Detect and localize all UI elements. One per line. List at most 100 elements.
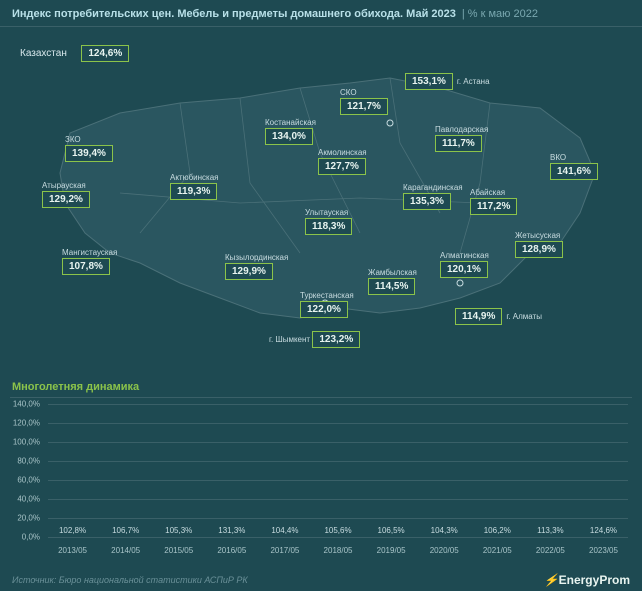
region-value: 107,8%	[62, 258, 110, 275]
city-label: г. Шымкент 123,2%	[265, 331, 360, 348]
region-value: 139,4%	[65, 145, 113, 162]
region-name: Улытауская	[305, 208, 352, 217]
x-label: 2021/05	[473, 546, 522, 555]
region-name: ЗКО	[65, 135, 113, 144]
region-value: 129,9%	[225, 263, 273, 280]
region-label: Акмолинская127,7%	[318, 148, 367, 175]
y-axis: 0,0%20,0%40,0%60,0%80,0%100,0%120,0%140,…	[10, 404, 44, 537]
region-label: Павлодарская111,7%	[435, 125, 488, 152]
bar-value-label: 106,7%	[112, 526, 139, 535]
region-label: Атырауская129,2%	[42, 181, 90, 208]
city-label: 114,9% г. Алматы	[455, 308, 542, 325]
x-label: 2013/05	[48, 546, 97, 555]
region-value: 114,5%	[368, 278, 415, 295]
city-value: 153,1%	[405, 73, 453, 90]
y-tick: 120,0%	[13, 419, 40, 428]
region-value: 135,3%	[403, 193, 451, 210]
region-name: Кызылординская	[225, 253, 288, 262]
region-name: ВКО	[550, 153, 598, 162]
city-value: 123,2%	[312, 331, 360, 348]
x-label: 2022/05	[526, 546, 575, 555]
region-value: 134,0%	[265, 128, 313, 145]
region-value: 122,0%	[300, 301, 348, 318]
region-label: Мангистауская107,8%	[62, 248, 117, 275]
region-label: Туркестанская122,0%	[300, 291, 354, 318]
bars: 102,8% 106,7% 105,3% 131,3% 104,4% 105,6% 106,…	[48, 404, 628, 537]
grid-line	[48, 537, 628, 538]
y-tick: 0,0%	[22, 533, 40, 542]
region-name: Карагандинская	[403, 183, 463, 192]
region-value: 121,7%	[340, 98, 388, 115]
x-label: 2023/05	[579, 546, 628, 555]
bar-value-label: 106,2%	[484, 526, 511, 535]
region-value: 127,7%	[318, 158, 366, 175]
region-name: Костанайская	[265, 118, 316, 127]
x-label: 2019/05	[367, 546, 416, 555]
region-value: 141,6%	[550, 163, 598, 180]
region-name: Павлодарская	[435, 125, 488, 134]
region-name: Атырауская	[42, 181, 90, 190]
region-value: 129,2%	[42, 191, 90, 208]
map-area: Казахстан 124,6% ЗКО139,4%Атырауская129,…	[10, 33, 632, 373]
region-value: 128,9%	[515, 241, 563, 258]
region-label: Абайская117,2%	[470, 188, 517, 215]
x-label: 2020/05	[420, 546, 469, 555]
region-label: ВКО141,6%	[550, 153, 598, 180]
x-label: 2017/05	[260, 546, 309, 555]
lightning-icon: ⚡	[544, 573, 559, 587]
city-value: 114,9%	[455, 308, 502, 325]
city-name: г. Алматы	[506, 312, 542, 321]
city-name: г. Астана	[457, 77, 490, 86]
bar-value-label: 104,3%	[431, 526, 458, 535]
brand-logo: ⚡EnergyProm	[544, 573, 630, 587]
region-label: ЗКО139,4%	[65, 135, 113, 162]
region-name: Жамбылская	[368, 268, 417, 277]
region-value: 111,7%	[435, 135, 482, 152]
region-label: Костанайская134,0%	[265, 118, 316, 145]
region-value: 119,3%	[170, 183, 217, 200]
region-value: 120,1%	[440, 261, 488, 278]
region-name: Абайская	[470, 188, 517, 197]
bar-value-label: 102,8%	[59, 526, 86, 535]
bar-value-label: 104,4%	[271, 526, 298, 535]
header: Индекс потребительских цен. Мебель и пре…	[0, 0, 642, 27]
bar-value-label: 113,3%	[537, 526, 564, 535]
title: Индекс потребительских цен. Мебель и пре…	[12, 8, 456, 20]
y-tick: 40,0%	[17, 495, 40, 504]
x-label: 2018/05	[313, 546, 362, 555]
region-name: СКО	[340, 88, 388, 97]
region-label: СКО121,7%	[340, 88, 388, 115]
y-tick: 80,0%	[17, 457, 40, 466]
bar-value-label: 131,3%	[218, 526, 245, 535]
bar-value-label: 105,3%	[165, 526, 192, 535]
footer: Источник: Бюро национальной статистики А…	[12, 573, 630, 587]
bar-value-label: 105,6%	[324, 526, 351, 535]
y-tick: 20,0%	[17, 514, 40, 523]
bar-value-label: 124,6%	[590, 526, 617, 535]
region-name: Алматинская	[440, 251, 489, 260]
source-text: Источник: Бюро национальной статистики А…	[12, 575, 248, 585]
region-label: Улытауская118,3%	[305, 208, 352, 235]
x-label: 2016/05	[207, 546, 256, 555]
city-name: г. Шымкент	[269, 335, 310, 344]
region-value: 117,2%	[470, 198, 517, 215]
bar-chart: 0,0% 20,0% 40,0% 60,0% 80,0% 100,0% 120,0% 140,…	[10, 397, 632, 557]
x-label: 2015/05	[154, 546, 203, 555]
region-name: Туркестанская	[300, 291, 354, 300]
y-tick: 140,0%	[13, 400, 40, 409]
region-label: Кызылординская129,9%	[225, 253, 288, 280]
region-label: Жамбылская114,5%	[368, 268, 417, 295]
region-name: Акмолинская	[318, 148, 367, 157]
region-name: Жетысуская	[515, 231, 563, 240]
chart-title: Многолетняя динамика	[10, 377, 632, 397]
city-label: 153,1% г. Астана	[405, 73, 490, 90]
y-tick: 60,0%	[17, 476, 40, 485]
x-axis: 2013/05 2014/05 2015/05 2016/05 2017/05 2018/…	[48, 546, 628, 555]
region-name: Мангистауская	[62, 248, 117, 257]
region-label: Жетысуская128,9%	[515, 231, 563, 258]
x-label: 2014/05	[101, 546, 150, 555]
chart-section: Многолетняя динамика 0,0% 20,0% 40,0% 60,0%…	[10, 377, 632, 557]
y-tick: 100,0%	[13, 438, 40, 447]
region-label: Актюбинская119,3%	[170, 173, 219, 200]
region-name: Актюбинская	[170, 173, 219, 182]
